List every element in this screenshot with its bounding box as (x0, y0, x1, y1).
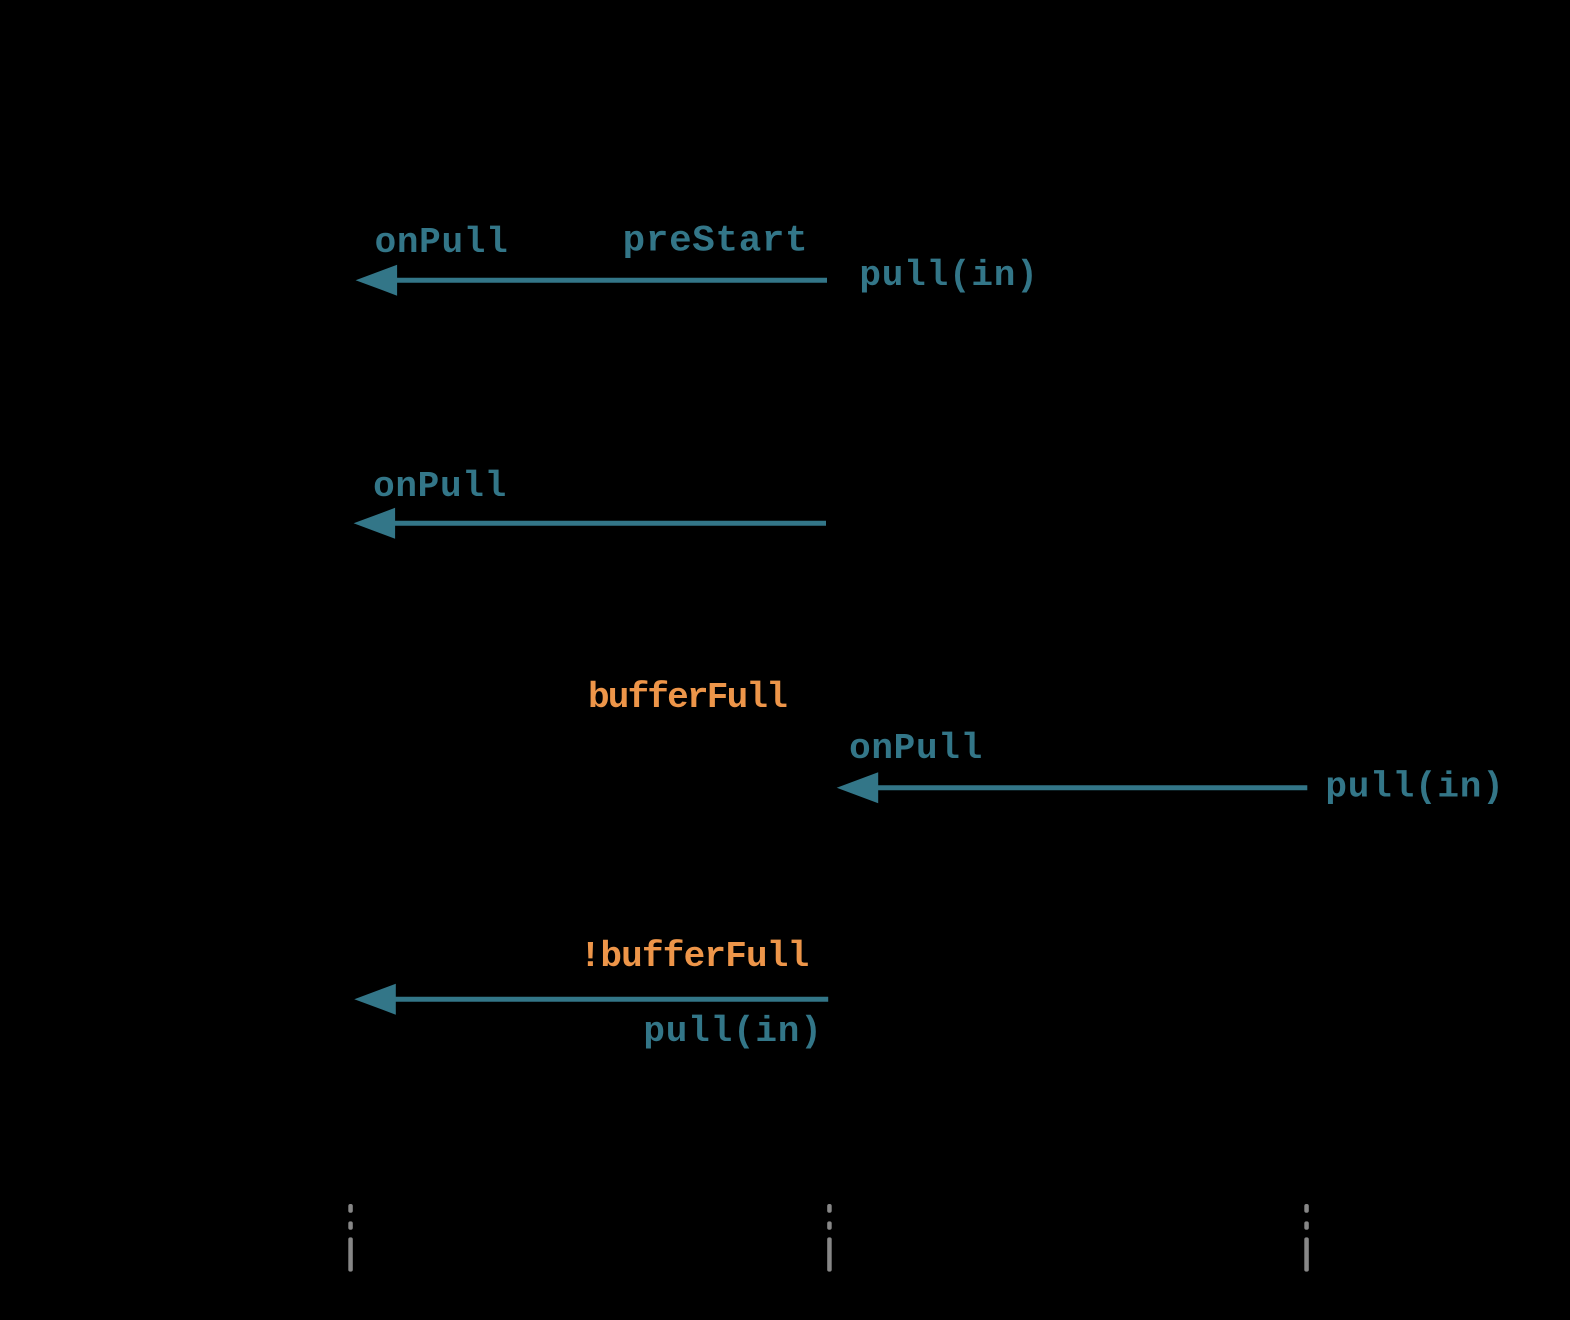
svg-text:preStart: preStart (623, 221, 809, 263)
svg-text:onPull: onPull (373, 466, 507, 507)
svg-text:onPull: onPull (849, 728, 983, 769)
svg-text:bufferFull: bufferFull (588, 677, 787, 718)
svg-text:pull(in): pull(in) (643, 1011, 822, 1052)
svg-text:onPull: onPull (375, 222, 509, 263)
svg-text:pull(in): pull(in) (859, 255, 1038, 296)
svg-text:!bufferFull: !bufferFull (580, 936, 809, 977)
svg-text:pull(in): pull(in) (1325, 766, 1504, 807)
